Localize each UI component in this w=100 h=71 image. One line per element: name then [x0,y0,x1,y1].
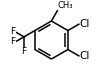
Text: F: F [21,47,26,56]
Text: F: F [10,37,15,46]
Text: Cl: Cl [79,19,90,29]
Text: F: F [10,27,15,36]
Text: Cl: Cl [79,51,90,61]
Text: CH₃: CH₃ [58,1,73,10]
